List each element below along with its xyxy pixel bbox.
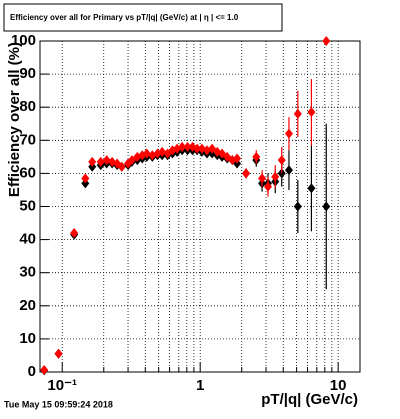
marker <box>293 201 302 212</box>
marker <box>193 143 202 154</box>
y-tick-label: 20 <box>19 297 36 314</box>
y-tick-label: 60 <box>19 164 36 181</box>
y-tick-label: 90 <box>19 65 36 82</box>
marker <box>117 161 126 172</box>
x-tick-label: 10 <box>330 377 347 394</box>
y-tick-label: 30 <box>19 264 36 281</box>
y-tick-label: 50 <box>19 197 36 214</box>
marker <box>178 141 187 152</box>
y-tick-label: 10 <box>19 330 36 347</box>
x-axis-title: pT/|q| (GeV/c) <box>261 391 358 408</box>
marker <box>127 155 136 166</box>
y-tick-label: 80 <box>19 98 36 115</box>
marker <box>102 155 111 166</box>
marker <box>40 365 49 376</box>
y-tick-label: 100 <box>11 32 36 49</box>
chart-title: Efficiency over all for Primary vs pT/|q… <box>10 13 239 22</box>
marker <box>307 107 316 118</box>
x-tick-label: 10⁻¹ <box>47 377 77 394</box>
marker <box>293 108 302 119</box>
marker <box>158 146 167 157</box>
marker <box>258 173 267 184</box>
plot-border <box>39 40 361 373</box>
marker <box>307 183 316 194</box>
marker <box>322 201 331 212</box>
marker <box>252 151 261 162</box>
marker <box>70 227 79 238</box>
marker <box>88 156 97 167</box>
marker <box>96 156 105 167</box>
y-tick-label: 70 <box>19 131 36 148</box>
marker <box>284 128 293 139</box>
marker <box>233 153 242 164</box>
x-tick-label: 1 <box>196 377 204 394</box>
y-axis-title: Efficiency over all (%) <box>6 42 23 197</box>
marker <box>322 36 331 46</box>
marker <box>183 141 192 152</box>
marker <box>81 173 90 184</box>
marker <box>54 348 63 359</box>
marker <box>263 181 272 192</box>
marker <box>242 168 251 179</box>
marker <box>142 148 151 159</box>
marker <box>277 155 286 166</box>
title-box <box>3 3 283 32</box>
y-tick-label: 40 <box>19 231 36 248</box>
marker <box>271 171 280 182</box>
y-tick-label: 0 <box>28 363 36 380</box>
timestamp: Tue May 15 09:59:24 2018 <box>4 399 113 409</box>
marker <box>284 165 293 176</box>
